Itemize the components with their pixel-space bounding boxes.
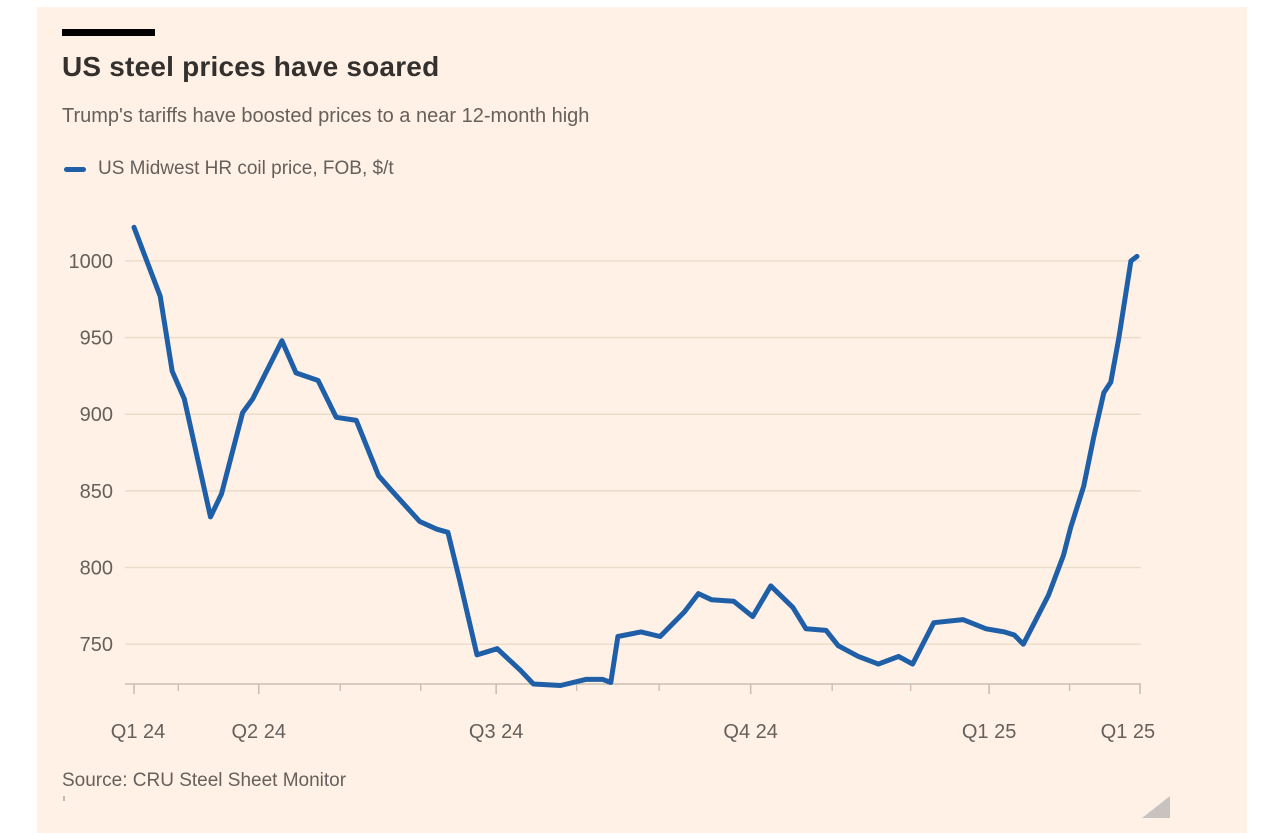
x-axis-tick-label: Q1 25 [962,721,1016,743]
y-axis-tick-label: 1000 [69,251,114,273]
source-text: Source: CRU Steel Sheet Monitor [62,770,347,791]
artifact-mark [63,796,65,801]
price-line [131,224,1140,688]
legend-label: US Midwest HR coil price, FOB, $/t [98,158,394,179]
page-subtitle: Trump's tariffs have boosted prices to a… [62,105,590,127]
y-axis-tick-label: 850 [80,481,113,503]
y-axis-tick-label: 950 [80,328,113,350]
x-axis-tick-label: Q1 25 [1101,721,1155,743]
page-title: US steel prices have soared [62,51,440,82]
y-axis-tick-label: 800 [80,558,113,580]
x-axis-tick-label: Q2 24 [232,721,286,743]
accent-bar [62,29,155,36]
legend: US Midwest HR coil price, FOB, $/t [64,158,394,180]
resize-handle-icon[interactable] [1142,796,1170,818]
y-axis-tick-label: 750 [80,634,113,656]
y-axis-tick-label: 900 [80,404,113,426]
price-line-chart: 750 800 850 900 950 1000 Q1 24 Q2 24 Q3 24 Q4 24 Q… [69,224,1155,743]
x-axis-tick-label: Q1 24 [111,721,165,743]
x-axis-tick-label: Q4 24 [723,721,777,743]
x-axis-tick-label: Q3 24 [469,721,523,743]
chart-card: US steel prices have soared Trump's tari… [37,7,1247,833]
legend-line-swatch-icon [64,166,86,172]
